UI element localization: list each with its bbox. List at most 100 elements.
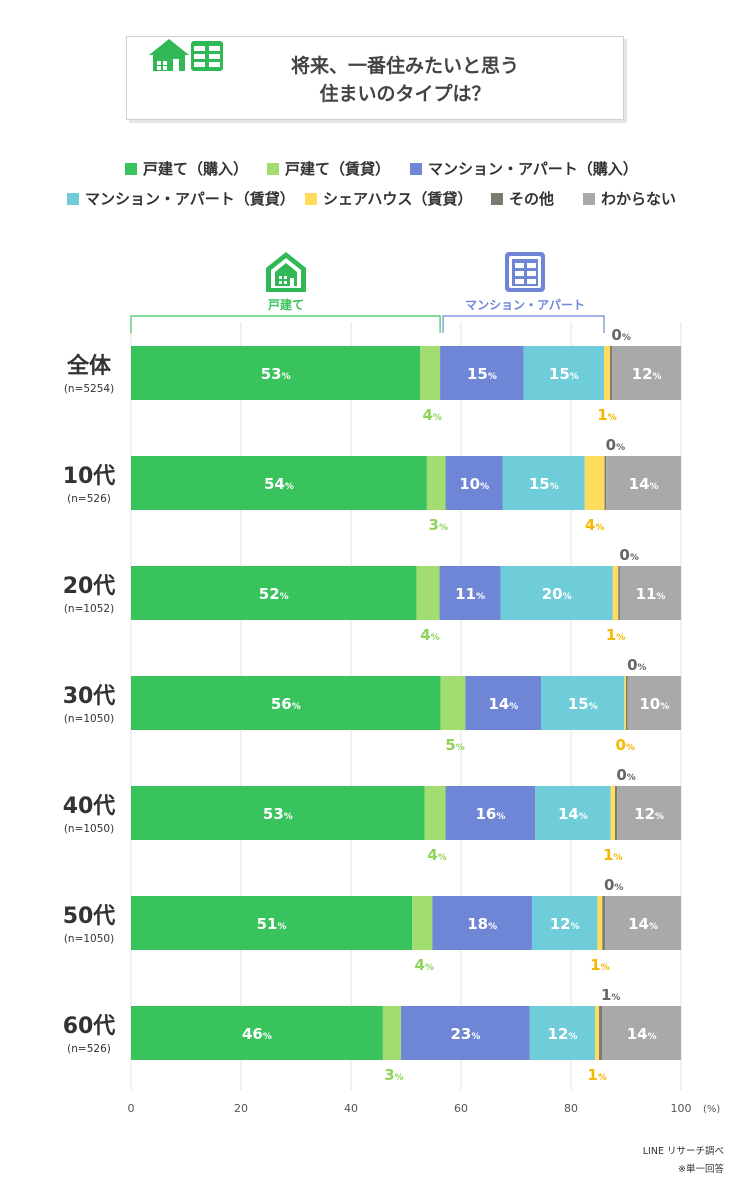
bar-segment bbox=[610, 346, 613, 400]
chart-title-line2: 住まいのタイプは？ bbox=[319, 83, 491, 105]
data-label: 10% bbox=[639, 695, 669, 713]
legend-item-other: その他 bbox=[491, 188, 554, 209]
answer-note: ※単一回答 bbox=[678, 1164, 724, 1175]
bar-segment bbox=[440, 676, 466, 730]
category-sample-size: (n=1050) bbox=[63, 713, 115, 725]
data-label: 0% bbox=[615, 736, 634, 754]
category-sample-size: (n=526) bbox=[67, 1043, 111, 1055]
x-tick-label: 80 bbox=[564, 1102, 578, 1115]
bar-segment bbox=[617, 786, 681, 840]
data-label: 0% bbox=[604, 876, 623, 894]
bar-segment bbox=[535, 786, 611, 840]
data-label: 14% bbox=[488, 695, 518, 713]
data-label: 12% bbox=[634, 805, 664, 823]
legend-item-house-purchase: 戸建て（購入） bbox=[125, 158, 248, 179]
legend-item-unknown: わからない bbox=[583, 188, 676, 209]
bar-segment bbox=[595, 1006, 600, 1060]
house-group-label: 戸建て bbox=[267, 298, 304, 312]
legend-label: その他 bbox=[509, 190, 555, 208]
bar-segment bbox=[432, 896, 532, 950]
data-label: 4% bbox=[414, 956, 433, 974]
legend-item-house-rent: 戸建て（賃貸） bbox=[267, 158, 390, 179]
legend-swatch bbox=[410, 163, 422, 175]
category-sample-size: (n=1050) bbox=[63, 933, 115, 945]
bar-segment bbox=[619, 566, 681, 620]
bar-segment bbox=[416, 566, 440, 620]
legend-item-sharehouse: シェアハウス（賃貸） bbox=[305, 188, 472, 209]
legend-label: マンション・アパート（購入） bbox=[428, 160, 638, 178]
data-label: 0% bbox=[611, 326, 630, 344]
mansion-group-label: マンション・アパート bbox=[465, 298, 585, 312]
category-name: 60代 bbox=[62, 1014, 116, 1039]
data-label: 0% bbox=[619, 546, 638, 564]
bar-segment bbox=[420, 346, 441, 400]
chart-title-line1: 将来、一番住みたいと思う bbox=[290, 55, 519, 77]
category-label: 全体 (n=5254) bbox=[50, 348, 128, 395]
mansion-group-bracket bbox=[442, 315, 605, 333]
data-label: 0% bbox=[606, 436, 625, 454]
data-label: 10% bbox=[459, 475, 489, 493]
data-label: 14% bbox=[558, 805, 588, 823]
legend-label: 戸建て（購入） bbox=[143, 160, 249, 178]
data-label: 1% bbox=[601, 986, 620, 1004]
category-name: 20代 bbox=[62, 574, 116, 599]
bar-segment bbox=[131, 456, 427, 510]
legend-swatch bbox=[583, 193, 595, 205]
category-label: 40代 (n=1050) bbox=[50, 788, 128, 835]
legend-swatch bbox=[125, 163, 137, 175]
data-label: 15% bbox=[529, 475, 559, 493]
data-label: 52% bbox=[259, 585, 289, 603]
category-name: 50代 bbox=[62, 904, 116, 929]
legend-swatch bbox=[305, 193, 317, 205]
data-label: 56% bbox=[271, 695, 301, 713]
legend-label: わからない bbox=[601, 190, 677, 208]
bar-segment bbox=[531, 896, 598, 950]
bar-segment bbox=[606, 456, 681, 510]
data-label: 15% bbox=[568, 695, 598, 713]
data-label: 53% bbox=[261, 365, 291, 383]
data-label: 4% bbox=[427, 846, 446, 864]
category-sample-size: (n=5254) bbox=[63, 383, 115, 395]
data-label: 12% bbox=[632, 365, 662, 383]
bar-segment bbox=[615, 786, 618, 840]
bar-segment bbox=[602, 1006, 681, 1060]
category-label: 60代 (n=526) bbox=[50, 1008, 128, 1055]
data-label: 14% bbox=[627, 1025, 657, 1043]
bar-segment bbox=[500, 566, 613, 620]
data-label: 23% bbox=[450, 1025, 480, 1043]
legend-item-mansion-purchase: マンション・アパート（購入） bbox=[410, 158, 638, 179]
bar-segment bbox=[602, 896, 606, 950]
bar-segment bbox=[131, 676, 441, 730]
category-label: 10代 (n=526) bbox=[50, 458, 128, 505]
building-group-icon bbox=[505, 252, 545, 292]
house-and-building-icon bbox=[149, 39, 223, 71]
category-sample-size: (n=1050) bbox=[63, 823, 115, 835]
data-label: 4% bbox=[420, 626, 439, 644]
bar-segment bbox=[599, 1006, 603, 1060]
bar-segment bbox=[131, 566, 417, 620]
data-label: 1% bbox=[587, 1066, 606, 1084]
data-label: 14% bbox=[629, 475, 659, 493]
data-label: 53% bbox=[263, 805, 293, 823]
data-label: 1% bbox=[606, 626, 625, 644]
data-label: 1% bbox=[597, 406, 616, 424]
legend-item-mansion-rent: マンション・アパート（賃貸） bbox=[67, 188, 295, 209]
bar-segment bbox=[627, 676, 681, 730]
data-label: 20% bbox=[542, 585, 572, 603]
bar-segment bbox=[626, 676, 628, 730]
data-label: 3% bbox=[384, 1066, 403, 1084]
bar-segment bbox=[523, 346, 604, 400]
bar-segment bbox=[529, 1006, 596, 1060]
legend-swatch bbox=[267, 163, 279, 175]
data-label: 15% bbox=[467, 365, 497, 383]
data-label: 12% bbox=[550, 915, 580, 933]
x-tick-label: 40 bbox=[344, 1102, 358, 1115]
legend-swatch bbox=[67, 193, 79, 205]
data-label: 51% bbox=[257, 915, 287, 933]
bar-segment bbox=[465, 676, 542, 730]
bar-segment bbox=[445, 786, 536, 840]
data-label: 4% bbox=[585, 516, 604, 534]
legend-label: シェアハウス（賃貸） bbox=[323, 190, 473, 208]
bar-segment bbox=[618, 566, 620, 620]
data-label: 3% bbox=[429, 516, 448, 534]
